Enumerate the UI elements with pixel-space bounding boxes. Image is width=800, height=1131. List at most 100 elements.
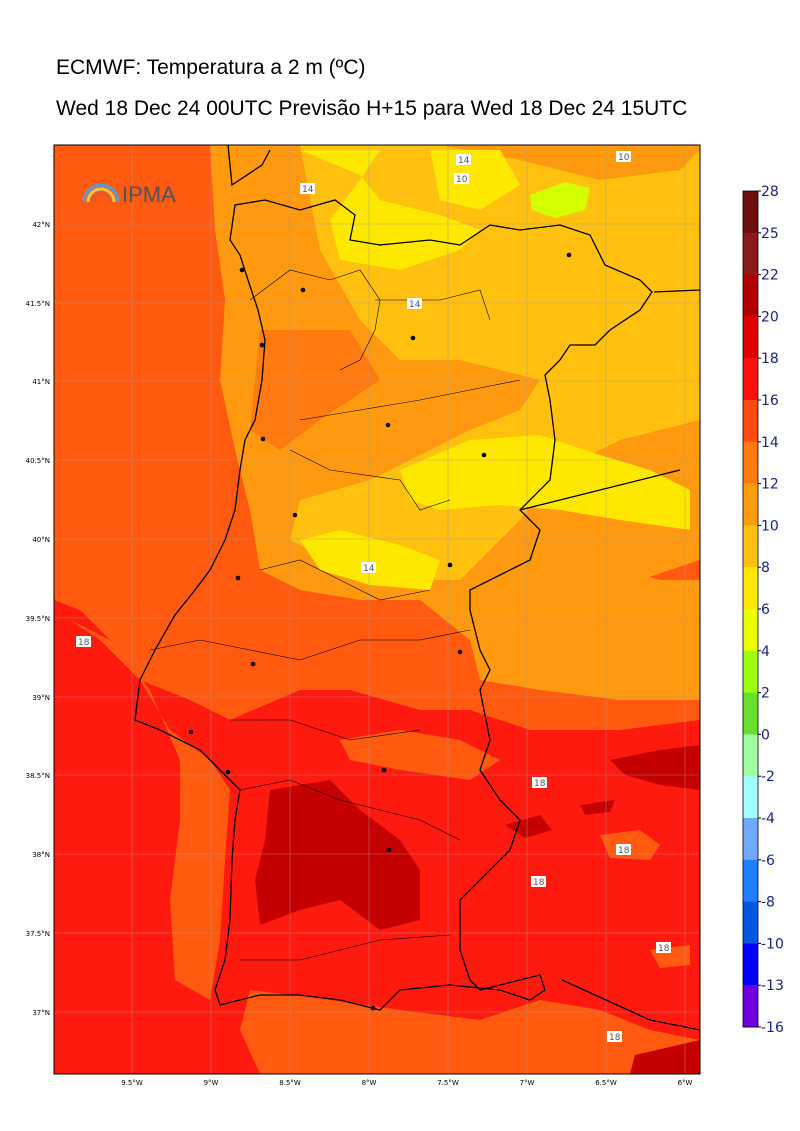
lat-tick: 41.5°N	[26, 300, 50, 308]
lat-tick: 38.5°N	[26, 772, 50, 780]
band-10-east	[430, 150, 520, 210]
colorbar-swatch	[743, 232, 758, 276]
colorbar-label: 28	[761, 184, 779, 200]
colorbar-swatch	[743, 400, 758, 443]
lat-tick: 39°N	[32, 694, 50, 702]
colorbar-swatch	[743, 985, 758, 1028]
colorbar-swatch	[743, 776, 758, 819]
lat-tick: 37°N	[32, 1009, 50, 1017]
colorbar-label: 14	[761, 435, 779, 451]
lon-tick: 7°W	[520, 1079, 535, 1087]
colorbar-swatch	[743, 525, 758, 568]
lat-tick: 40°N	[32, 536, 50, 544]
colorbar-label: -6	[761, 853, 775, 869]
colorbar-swatch	[743, 650, 758, 694]
colorbar-label: 4	[761, 644, 770, 660]
spain-border	[227, 145, 700, 1031]
lon-tick: 9°W	[204, 1079, 219, 1087]
colorbar-label: -10	[761, 936, 784, 952]
logo-text: IPMA	[122, 182, 176, 207]
map-subtitle: Wed 18 Dec 24 00UTC Previsão H+15 para W…	[56, 97, 688, 120]
contour-label: 10	[456, 175, 468, 185]
colorbar-label: -8	[761, 895, 775, 911]
colorbar-label: -13	[761, 978, 784, 994]
hot-region-se	[630, 1040, 700, 1074]
colorbar-swatch	[743, 609, 758, 652]
city-markers	[188, 252, 572, 1011]
map-field: 14 10 14 10 14 14 18 18 18 18 18 18 IPMA	[54, 145, 700, 1074]
lon-tick: 9.5°W	[121, 1079, 143, 1087]
lat-tick: 37.5°N	[26, 930, 50, 938]
lat-tick: 42°N	[32, 221, 50, 229]
hot-region-alentejo	[255, 780, 420, 930]
band-16-south-interior	[340, 730, 500, 780]
ipma-logo: IPMA	[82, 182, 176, 207]
colorbar-swatch	[743, 943, 758, 986]
contour-label: 18	[618, 846, 630, 856]
colorbar-label: 2	[761, 686, 770, 702]
colorbar-label: 10	[761, 518, 779, 534]
colorbar-label: 25	[761, 226, 779, 242]
contour-label: 18	[78, 638, 90, 648]
lon-tick: 8°W	[362, 1079, 377, 1087]
contour-label: 18	[533, 878, 545, 888]
band-10-serra	[300, 530, 440, 590]
lon-tick: 6°W	[678, 1079, 693, 1087]
colorbar-swatch	[743, 901, 758, 944]
colorbar-label: 8	[761, 560, 770, 576]
colorbar-swatch	[743, 567, 758, 610]
lon-tick: 8.5°W	[279, 1079, 301, 1087]
colorbar-swatch	[743, 358, 758, 401]
band-16-centre	[250, 330, 380, 450]
colorbar-label: -16	[761, 1020, 784, 1036]
lat-tick: 40.5°N	[26, 457, 50, 465]
lat-tick: 38°N	[32, 851, 50, 859]
colorbar-label: 6	[761, 602, 770, 618]
colorbar-swatch	[743, 818, 758, 861]
band-16-algarve	[240, 990, 700, 1074]
hot-region-small	[505, 815, 552, 838]
contour-label: 14	[409, 300, 421, 310]
colorbar-label: 16	[761, 393, 779, 409]
lon-tick: 6.5°W	[595, 1079, 617, 1087]
contour-label: 14	[302, 185, 314, 195]
contour-label: 18	[609, 1033, 621, 1043]
colorbar-label: 0	[761, 727, 770, 743]
colorbar-swatch	[743, 859, 758, 903]
lat-tick: 41°N	[32, 378, 50, 386]
band-14-east	[470, 560, 700, 700]
contour-labels: 14 10 14 10 14 14 18 18 18 18 18 18	[76, 151, 671, 1043]
band-16-coast	[70, 620, 230, 1000]
colorbar-swatch	[743, 441, 758, 485]
colorbar-label: -4	[761, 811, 775, 827]
colorbar-swatch	[743, 692, 758, 735]
colorbar-swatch	[743, 274, 758, 317]
hot-region-east	[610, 745, 700, 790]
colorbar-label: 22	[761, 268, 779, 284]
map-title: ECMWF: Temperatura a 2 m (ºC)	[56, 56, 366, 79]
lon-tick-labels: 9.5°W 9°W 8.5°W 8°W 7.5°W 7°W 6.5°W 6°W	[121, 1079, 692, 1087]
band-10-plateau	[400, 435, 690, 530]
colorbar-label: 18	[761, 351, 779, 367]
colorbar-label: 20	[761, 309, 779, 325]
lat-tick-labels: 42°N 41.5°N 41°N 40.5°N 40°N 39.5°N 39°N…	[26, 221, 50, 1017]
band-10-north	[300, 150, 480, 270]
colorbar-label: -2	[761, 769, 775, 785]
contour-label: 14	[363, 564, 375, 574]
map-frame	[53, 144, 701, 1075]
lon-tick: 7.5°W	[437, 1079, 459, 1087]
colorbar-swatch	[743, 191, 758, 234]
portugal-border	[134, 199, 653, 1011]
colorbar-swatch	[743, 316, 758, 359]
contour-label: 18	[658, 944, 670, 954]
colorbar-label: 12	[761, 477, 779, 493]
contour-label: 14	[458, 156, 470, 166]
graticule	[54, 145, 700, 1074]
contour-label: 10	[618, 153, 630, 163]
band-8	[530, 182, 590, 218]
district-borders	[149, 269, 521, 961]
colorbar-swatch	[743, 734, 758, 777]
lat-tick: 39.5°N	[26, 615, 50, 623]
